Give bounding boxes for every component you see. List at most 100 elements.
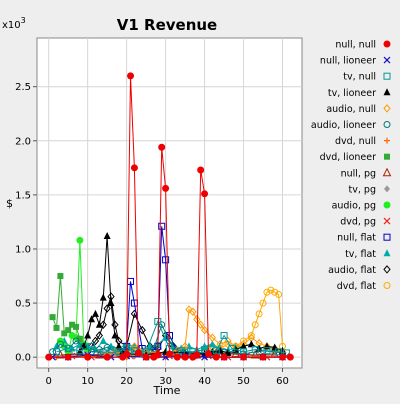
legend-label: tv, null [343,72,376,83]
legend-marker [383,104,391,113]
legend-label: tv, pg [349,184,376,195]
legend-label: audio, null [326,104,376,115]
data-point [216,346,224,354]
legend-marker [383,249,391,257]
data-point [158,222,166,230]
data-point [267,286,275,294]
data-point [247,340,255,348]
data-point [88,315,96,323]
data-point [61,330,68,337]
legend-label: null, null [335,40,376,51]
data-point [263,347,271,355]
data-point [111,331,119,339]
data-point [181,353,189,361]
legend-marker [383,282,391,289]
data-point [204,350,212,358]
data-point [103,343,111,351]
data-point [76,347,84,355]
data-point [91,309,99,317]
data-point [69,321,76,328]
legend-marker [383,72,391,80]
data-point [259,299,267,307]
legend-label: tv, flat [345,249,376,260]
legend-marker [383,56,391,64]
data-point [99,320,107,329]
legend-label: audio, flat [328,265,376,276]
data-point [95,320,103,328]
data-point [95,331,104,340]
data-point [76,335,83,342]
data-point [57,273,64,280]
data-point [64,353,72,361]
legend-label: audio, pg [332,201,376,212]
data-point [173,353,181,361]
y-tick-label: 1.0 [15,244,31,255]
legend-marker [384,185,390,193]
data-point [99,293,107,301]
x-tick-label: 10 [81,376,94,387]
data-point [228,345,236,353]
data-point [275,348,283,356]
data-point [201,190,209,198]
data-point [103,353,111,361]
data-point [197,166,205,174]
y-tick-label: 2.0 [15,136,31,147]
legend-marker [383,201,391,209]
data-point [275,290,283,298]
legend-marker [383,88,391,96]
data-point [115,342,123,350]
x-axis-label: Time [153,384,181,397]
data-point [154,351,162,359]
data-point [72,337,80,345]
plot-background [36,37,303,369]
data-point [107,299,115,307]
series-line [106,308,283,356]
data-point [166,350,173,358]
x-tick-label: 20 [120,376,133,387]
data-point [130,164,138,172]
legend-label: null, lioneer [320,56,376,67]
legend-marker [383,265,391,274]
data-point [103,304,111,313]
data-point [52,348,60,356]
x-tick-label: 30 [159,376,172,387]
data-point [91,336,100,346]
data-point [56,340,64,348]
data-point [95,349,104,359]
data-point [154,317,162,325]
legend-label: dvd, pg [340,217,376,228]
data-point [142,353,150,361]
data-point [250,349,260,359]
data-point [99,336,107,344]
data-point [49,314,56,321]
legend-marker [383,121,391,128]
data-point [189,307,197,317]
legend-marker [384,153,390,160]
data-point [282,349,290,357]
legend-label: tv, lioneer [328,88,376,99]
series-null-null [45,72,294,361]
data-point [127,72,135,80]
data-point [251,321,259,329]
data-point [263,342,271,351]
data-point [240,353,248,361]
data-point [134,349,142,357]
data-point [193,351,201,359]
chart-title: V1 Revenue [117,16,217,34]
legend-marker [382,167,392,177]
y-multiplier-base: x10 [2,20,21,31]
y-tick-label: 0.0 [15,353,31,364]
data-point [123,350,131,358]
data-point [107,342,115,350]
legend-label: audio, lioneer [311,120,376,131]
data-point [99,349,107,357]
legend-marker [384,137,390,144]
data-point [193,315,201,324]
legend-marker [383,40,391,48]
x-tick-label: 0 [46,376,52,387]
data-point [64,345,72,353]
data-point [240,342,248,350]
data-point [88,348,96,356]
